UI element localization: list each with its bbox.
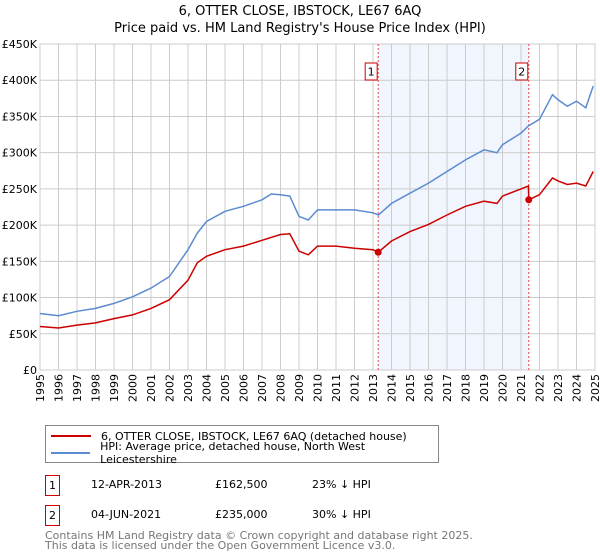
x-tick-label: 1998 <box>90 374 103 402</box>
chart-title: 6, OTTER CLOSE, IBSTOCK, LE67 6AQ <box>178 4 422 19</box>
y-tick-label: £250K <box>2 183 38 196</box>
transaction-hpi: 23% ↓ HPI <box>312 478 371 491</box>
x-tick-label: 2004 <box>201 374 214 402</box>
transaction-price: £162,500 <box>215 478 268 491</box>
marker-badge: 1 <box>45 475 60 496</box>
legend-item-property: 6, OTTER CLOSE, IBSTOCK, LE67 6AQ (detac… <box>46 428 407 444</box>
x-tick-label: 2001 <box>145 374 158 402</box>
series-line <box>39 85 594 317</box>
x-tick-label: 2008 <box>275 374 288 402</box>
marker-badge-box <box>364 62 378 81</box>
transaction-date: 12-APR-2013 <box>91 478 163 491</box>
legend-swatch-blue <box>51 452 91 454</box>
plot-border <box>39 43 596 371</box>
x-tick-label: 2012 <box>349 374 362 402</box>
series-line <box>39 171 594 329</box>
x-tick-label: 1995 <box>34 374 47 402</box>
x-tick-label: 2005 <box>219 374 232 402</box>
y-tick-label: £100K <box>2 292 38 305</box>
shaded-period <box>378 44 529 370</box>
x-tick-label: 2000 <box>127 374 140 402</box>
marker-badge-box <box>515 62 529 81</box>
x-tick-label: 2021 <box>515 374 528 402</box>
x-tick-label: 2019 <box>478 374 491 402</box>
chart-svg: £0 £50K £100K £150K £200K £250K £300K £350K £400… <box>2 38 600 402</box>
legend-label: 6, OTTER CLOSE, IBSTOCK, LE67 6AQ (detac… <box>101 429 407 443</box>
x-tick-label: 2010 <box>312 374 325 402</box>
x-tick-label: 1999 <box>108 374 121 402</box>
x-tick-label: 2017 <box>441 374 454 402</box>
marker-badge-label: 1 <box>368 66 375 79</box>
marker-badge-label: 2 <box>518 66 525 79</box>
x-tick-label: 1996 <box>53 374 66 402</box>
y-tick-label: £300K <box>2 147 38 160</box>
x-tick-label: 2003 <box>182 374 195 402</box>
y-tick-label: £450K <box>2 38 38 51</box>
x-tick-label: 2025 <box>589 374 600 402</box>
sale-point <box>374 248 382 256</box>
transaction-hpi: 30% ↓ HPI <box>312 508 371 521</box>
footer-licence: This data is licensed under the Open Gov… <box>45 539 396 552</box>
x-tick-label: 2014 <box>386 374 399 402</box>
transaction-price: £235,000 <box>215 508 268 521</box>
marker-badge: 2 <box>45 505 60 526</box>
x-tick-label: 2009 <box>293 374 306 402</box>
x-tick-label: 2022 <box>534 374 547 402</box>
y-tick-label: £0 <box>23 364 37 377</box>
x-tick-label: 2020 <box>497 374 510 402</box>
x-tick-label: 2018 <box>460 374 473 402</box>
y-tick-label: £50K <box>9 328 38 341</box>
y-tick-label: £200K <box>2 219 38 232</box>
y-tick-label: £350K <box>2 110 38 123</box>
sale-point <box>525 196 533 204</box>
y-tick-label: £150K <box>2 255 38 268</box>
legend: 6, OTTER CLOSE, IBSTOCK, LE67 6AQ (detac… <box>45 425 439 466</box>
x-tick-label: 2024 <box>571 374 584 402</box>
y-tick-label: £400K <box>2 74 38 87</box>
legend-swatch-red <box>51 435 91 437</box>
x-tick-label: 2002 <box>164 374 177 402</box>
x-tick-label: 2013 <box>367 374 380 402</box>
legend-item-hpi: HPI: Average price, detached house, Nort… <box>46 440 438 466</box>
x-tick-label: 2006 <box>238 374 251 402</box>
chart-subtitle: Price paid vs. HM Land Registry's House … <box>114 21 486 36</box>
x-tick-label: 2011 <box>330 374 343 402</box>
x-tick-label: 1997 <box>71 374 84 402</box>
transaction-date: 04-JUN-2021 <box>91 508 162 521</box>
x-tick-label: 2016 <box>423 374 436 402</box>
footer-copyright: Contains HM Land Registry data © Crown c… <box>45 529 473 542</box>
x-tick-label: 2015 <box>404 374 417 402</box>
x-tick-label: 2007 <box>256 374 269 402</box>
x-tick-label: 2023 <box>552 374 565 402</box>
legend-label: HPI: Average price, detached house, Nort… <box>100 440 366 466</box>
